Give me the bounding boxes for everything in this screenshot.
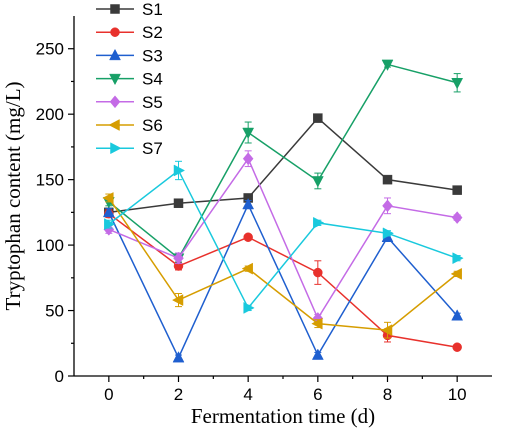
data-point <box>451 78 464 90</box>
series-s7 <box>104 160 464 314</box>
data-point <box>311 317 323 330</box>
legend-marker <box>110 4 120 14</box>
legend-item-s6: S6 <box>96 116 163 135</box>
data-point <box>243 232 253 242</box>
data-point <box>311 348 324 360</box>
legend-marker <box>108 119 120 131</box>
series-s6 <box>102 192 462 339</box>
data-point <box>311 176 324 188</box>
legend-label: S6 <box>142 116 163 135</box>
data-point <box>452 342 462 352</box>
y-ticks: 0 50 100 150 200 250 <box>36 40 74 386</box>
data-point <box>243 302 255 314</box>
y-tick-label: 0 <box>55 367 64 386</box>
series-s4 <box>102 59 464 265</box>
data-point <box>382 227 395 240</box>
data-point <box>450 267 462 280</box>
x-tick-label: 2 <box>174 385 183 404</box>
legend-item-s7: S7 <box>96 139 163 158</box>
legend-label: S7 <box>142 139 163 158</box>
y-tick-label: 50 <box>45 302 64 321</box>
data-point <box>241 262 253 275</box>
legend-label: S5 <box>142 93 163 112</box>
legend-marker <box>109 95 121 109</box>
legend-item-s2: S2 <box>96 23 163 42</box>
series-layer <box>102 59 464 363</box>
series-s3 <box>102 197 464 363</box>
data-point <box>452 252 464 265</box>
x-axis-title: Fermentation time (d) <box>191 404 375 428</box>
data-point <box>173 164 186 177</box>
data-point <box>381 59 394 71</box>
y-tick-label: 150 <box>36 171 64 190</box>
data-point <box>242 152 254 166</box>
legend-marker <box>109 73 121 86</box>
y-tick-label: 200 <box>36 105 64 124</box>
x-tick-label: 6 <box>313 385 322 404</box>
data-point <box>173 251 184 265</box>
data-point <box>173 198 184 208</box>
data-point <box>313 216 325 229</box>
x-tick-label: 8 <box>383 385 392 404</box>
axes: 0 2 4 6 8 10 0 50 100 150 200 250 <box>36 16 492 404</box>
legend-label: S1 <box>142 0 163 19</box>
legend-label: S3 <box>142 46 163 65</box>
data-point <box>451 309 464 321</box>
legend: S1 S2 S3 S4 S5 S6 S7 <box>96 0 163 158</box>
legend-marker <box>110 142 122 155</box>
legend-marker <box>109 48 121 61</box>
data-point <box>451 211 463 224</box>
legend-item-s1: S1 <box>96 0 163 19</box>
legend-label: S2 <box>142 23 163 42</box>
series-line <box>108 169 458 310</box>
series-line <box>108 157 458 321</box>
legend-item-s5: S5 <box>96 93 163 112</box>
legend-item-s3: S3 <box>96 46 163 65</box>
data-point <box>380 324 393 337</box>
x-tick-label: 10 <box>448 385 467 404</box>
data-point <box>313 267 323 278</box>
x-tick-label: 4 <box>243 385 252 404</box>
data-point <box>172 351 185 363</box>
data-point <box>242 127 255 140</box>
data-point <box>171 294 184 306</box>
data-point <box>313 113 323 123</box>
y-tick-label: 100 <box>36 236 64 255</box>
data-point <box>102 192 114 204</box>
y-axis-title: Tryptophan content (mg/L) <box>1 81 25 310</box>
x-ticks: 0 2 4 6 8 10 <box>104 376 467 404</box>
legend-item-s4: S4 <box>96 70 163 89</box>
data-point <box>102 205 115 218</box>
series-line <box>108 63 458 260</box>
data-point <box>382 199 393 213</box>
y-tick-label: 250 <box>36 40 64 59</box>
series-line <box>108 197 458 331</box>
data-point <box>452 185 462 195</box>
legend-label: S4 <box>142 70 163 89</box>
series-line <box>108 202 458 360</box>
data-point <box>242 197 255 210</box>
series-s5 <box>103 150 463 325</box>
series-line <box>108 213 458 348</box>
data-point <box>104 218 116 231</box>
data-point <box>382 174 393 185</box>
legend-marker <box>110 27 120 37</box>
series-line <box>108 117 458 214</box>
x-tick-label: 0 <box>104 385 113 404</box>
